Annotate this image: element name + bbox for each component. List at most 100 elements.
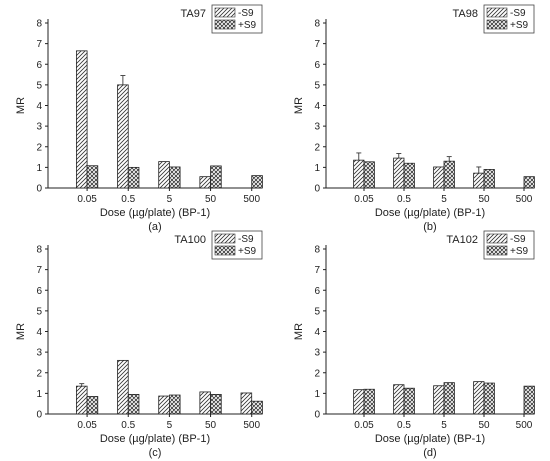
bar: [443, 160, 455, 189]
legend: -S9+S9: [211, 4, 263, 34]
bar: [210, 394, 222, 415]
y-tick-label: 5: [314, 306, 320, 317]
bar: [523, 385, 535, 415]
y-tick-label: 4: [36, 327, 42, 338]
y-tick-label: 7: [36, 265, 42, 276]
x-axis-label: Dose (µg/plate) (BP-1): [375, 433, 485, 445]
bar: [75, 385, 88, 415]
chart-title: TA98: [453, 8, 478, 20]
chart-title: TA102: [446, 234, 478, 246]
bar: [363, 388, 375, 415]
y-tick-label: 0: [36, 184, 42, 195]
legend-swatch: [214, 19, 236, 30]
chart-panel-4: 0 1 2 3 4 5 6 7 8 MR 0.05 0.5 5 50 500 Dose (µg/plate) …: [293, 230, 535, 459]
y-axis-label: MR: [293, 97, 305, 114]
legend-swatch: [486, 245, 508, 256]
bar: [393, 384, 405, 415]
x-tick-label: 500: [516, 420, 533, 431]
x-tick-label: 5: [167, 420, 173, 431]
x-tick-label: 5: [167, 194, 173, 205]
y-tick-label: 3: [36, 348, 42, 359]
bar: [403, 162, 415, 189]
bar: [86, 165, 99, 189]
x-tick-label: 50: [478, 194, 490, 205]
legend-swatch: [214, 7, 236, 18]
bar: [240, 392, 253, 415]
x-tick-label: 500: [516, 194, 533, 205]
bar: [86, 396, 99, 415]
y-tick-label: 2: [314, 142, 320, 153]
x-tick-label: 0.05: [77, 194, 97, 205]
y-tick-label: 7: [314, 265, 320, 276]
y-tick-label: 3: [36, 122, 42, 133]
y-tick-label: 8: [314, 19, 320, 30]
bar: [251, 175, 263, 189]
bar: [117, 359, 129, 415]
y-tick-label: 8: [36, 245, 42, 256]
x-tick-label: 5: [441, 194, 447, 205]
legend-label: +S9: [510, 20, 529, 31]
legend-label: +S9: [238, 246, 257, 257]
bar: [433, 166, 445, 189]
panel-label: (d): [423, 447, 436, 459]
chart-panel-3: 0 1 2 3 4 5 6 7 8 MR 0.05 0.5 5 50 500 Dose (µg/plate) …: [15, 230, 263, 459]
x-tick-label: 0.5: [121, 420, 135, 431]
y-tick-label: 2: [36, 142, 42, 153]
legend: -S9+S9: [211, 230, 263, 260]
chart-panel-1: 0 1 2 3 4 5 6 7 8 MR 0.05 0.5 5 50 500 Dose (µg/plate) …: [15, 4, 263, 233]
bar: [353, 389, 365, 415]
legend: -S9+S9: [483, 230, 535, 260]
y-axis-label: MR: [15, 323, 27, 340]
y-tick-label: 6: [36, 60, 42, 71]
y-tick-label: 0: [36, 410, 42, 421]
y-tick-label: 6: [314, 286, 320, 297]
bar: [363, 161, 375, 189]
chart-title: TA100: [174, 234, 206, 246]
bar: [199, 176, 211, 189]
panel-label: (a): [148, 221, 161, 233]
y-tick-label: 1: [36, 163, 42, 174]
legend-label: -S9: [238, 8, 254, 19]
x-axis-label: Dose (µg/plate) (BP-1): [375, 207, 485, 219]
y-tick-label: 4: [36, 101, 42, 112]
y-tick-label: 4: [314, 327, 320, 338]
x-tick-label: 500: [243, 194, 260, 205]
x-tick-label: 0.05: [354, 194, 374, 205]
y-tick-label: 1: [36, 389, 42, 400]
bar: [210, 165, 222, 189]
x-tick-label: 50: [478, 420, 490, 431]
panel-label: (b): [423, 221, 436, 233]
bar: [251, 400, 263, 415]
bar: [127, 166, 140, 189]
bar: [158, 161, 170, 189]
bar: [353, 159, 365, 189]
legend-label: +S9: [238, 20, 257, 31]
legend-label: -S9: [238, 234, 254, 245]
x-tick-label: 5: [441, 420, 447, 431]
y-tick-label: 3: [314, 348, 320, 359]
y-tick-label: 2: [36, 368, 42, 379]
legend-label: -S9: [510, 234, 526, 245]
bar: [433, 385, 445, 415]
x-tick-label: 50: [205, 194, 217, 205]
y-axis-label: MR: [293, 323, 305, 340]
bar: [483, 169, 495, 189]
legend-swatch: [486, 19, 508, 30]
bar: [473, 172, 485, 189]
bar: [199, 391, 211, 415]
x-tick-label: 500: [243, 420, 260, 431]
y-tick-label: 5: [314, 80, 320, 91]
y-tick-label: 1: [314, 163, 320, 174]
y-tick-label: 0: [314, 184, 320, 195]
legend-label: -S9: [510, 8, 526, 19]
y-axis-label: MR: [15, 97, 27, 114]
x-tick-label: 0.05: [77, 420, 97, 431]
chart-title: TA97: [181, 8, 206, 20]
bar: [393, 157, 405, 189]
bar: [483, 382, 495, 415]
y-tick-label: 0: [314, 410, 320, 421]
legend-swatch: [214, 245, 236, 256]
legend-swatch: [486, 7, 508, 18]
